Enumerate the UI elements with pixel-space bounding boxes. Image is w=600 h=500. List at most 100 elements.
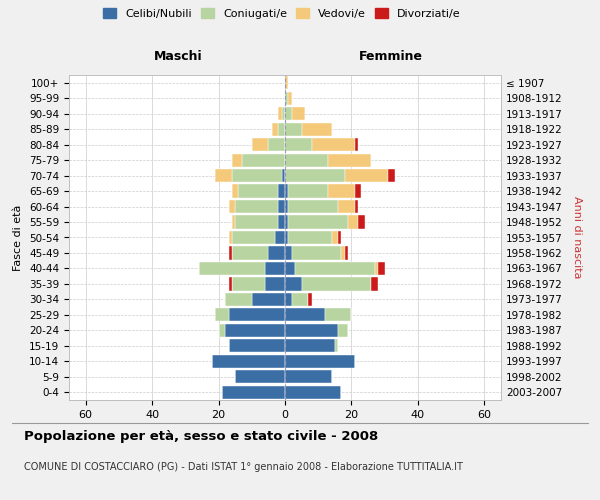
Bar (285, 278, 302, 290)
Bar (281, 169, 285, 182)
Bar (232, 246, 268, 260)
Bar (341, 246, 345, 260)
Bar (235, 200, 278, 213)
Bar (285, 76, 289, 90)
Bar (285, 386, 341, 399)
Bar (335, 340, 338, 352)
Bar (268, 246, 285, 260)
Bar (218, 324, 225, 337)
Bar (212, 354, 285, 368)
Bar (285, 340, 335, 352)
Bar (285, 169, 345, 182)
Bar (242, 154, 285, 166)
Bar (292, 293, 308, 306)
Bar (295, 262, 375, 275)
Bar (252, 293, 285, 306)
Bar (278, 122, 285, 136)
Bar (345, 169, 388, 182)
Bar (229, 340, 285, 352)
Bar (285, 231, 289, 244)
Text: Maschi: Maschi (154, 50, 203, 62)
Bar (285, 200, 289, 213)
Bar (229, 246, 232, 260)
Bar (285, 184, 289, 198)
Text: Popolazione per età, sesso e stato civile - 2008: Popolazione per età, sesso e stato civil… (24, 430, 378, 443)
Bar (345, 246, 348, 260)
Bar (225, 324, 285, 337)
Bar (229, 278, 232, 290)
Bar (229, 200, 235, 213)
Bar (302, 122, 332, 136)
Bar (285, 138, 311, 151)
Bar (238, 184, 278, 198)
Bar (235, 216, 278, 228)
Bar (285, 154, 328, 166)
Bar (229, 231, 232, 244)
Bar (229, 308, 285, 322)
Bar (378, 262, 385, 275)
Legend: Celibi/Nubili, Coniugati/e, Vedovi/e, Divorziati/e: Celibi/Nubili, Coniugati/e, Vedovi/e, Di… (99, 4, 465, 23)
Bar (371, 278, 378, 290)
Text: Femmine: Femmine (359, 50, 424, 62)
Bar (225, 293, 252, 306)
Bar (292, 246, 341, 260)
Bar (328, 184, 355, 198)
Bar (289, 92, 292, 105)
Bar (285, 370, 332, 384)
Bar (338, 324, 348, 337)
Bar (285, 262, 295, 275)
Bar (308, 293, 311, 306)
Bar (285, 92, 289, 105)
Bar (265, 278, 285, 290)
Bar (215, 169, 232, 182)
Bar (278, 216, 285, 228)
Bar (355, 184, 361, 198)
Bar (289, 216, 348, 228)
Bar (289, 231, 332, 244)
Bar (332, 231, 338, 244)
Bar (275, 231, 285, 244)
Bar (289, 184, 328, 198)
Bar (328, 154, 371, 166)
Bar (272, 122, 278, 136)
Text: COMUNE DI COSTACCIARO (PG) - Dati ISTAT 1° gennaio 2008 - Elaborazione TUTTITALI: COMUNE DI COSTACCIARO (PG) - Dati ISTAT … (24, 462, 463, 472)
Bar (199, 262, 265, 275)
Bar (278, 184, 285, 198)
Bar (265, 262, 285, 275)
Bar (232, 169, 281, 182)
Bar (358, 216, 365, 228)
Bar (232, 216, 235, 228)
Bar (285, 308, 325, 322)
Bar (355, 138, 358, 151)
Bar (355, 200, 358, 213)
Bar (285, 122, 302, 136)
Bar (285, 324, 338, 337)
Bar (348, 216, 358, 228)
Bar (222, 386, 285, 399)
Bar (232, 184, 238, 198)
Bar (289, 200, 338, 213)
Bar (278, 200, 285, 213)
Bar (252, 138, 268, 151)
Bar (388, 169, 395, 182)
Bar (338, 200, 355, 213)
Bar (232, 231, 275, 244)
Bar (285, 293, 292, 306)
Bar (278, 107, 281, 120)
Bar (285, 216, 289, 228)
Bar (292, 107, 305, 120)
Bar (375, 262, 378, 275)
Bar (232, 154, 242, 166)
Bar (311, 138, 355, 151)
Y-axis label: Anni di nascita: Anni di nascita (572, 196, 582, 279)
Bar (285, 107, 292, 120)
Bar (235, 370, 285, 384)
Bar (215, 308, 229, 322)
Bar (302, 278, 371, 290)
Bar (232, 278, 265, 290)
Bar (338, 231, 341, 244)
Bar (285, 246, 292, 260)
Bar (325, 308, 352, 322)
Bar (281, 107, 285, 120)
Bar (268, 138, 285, 151)
